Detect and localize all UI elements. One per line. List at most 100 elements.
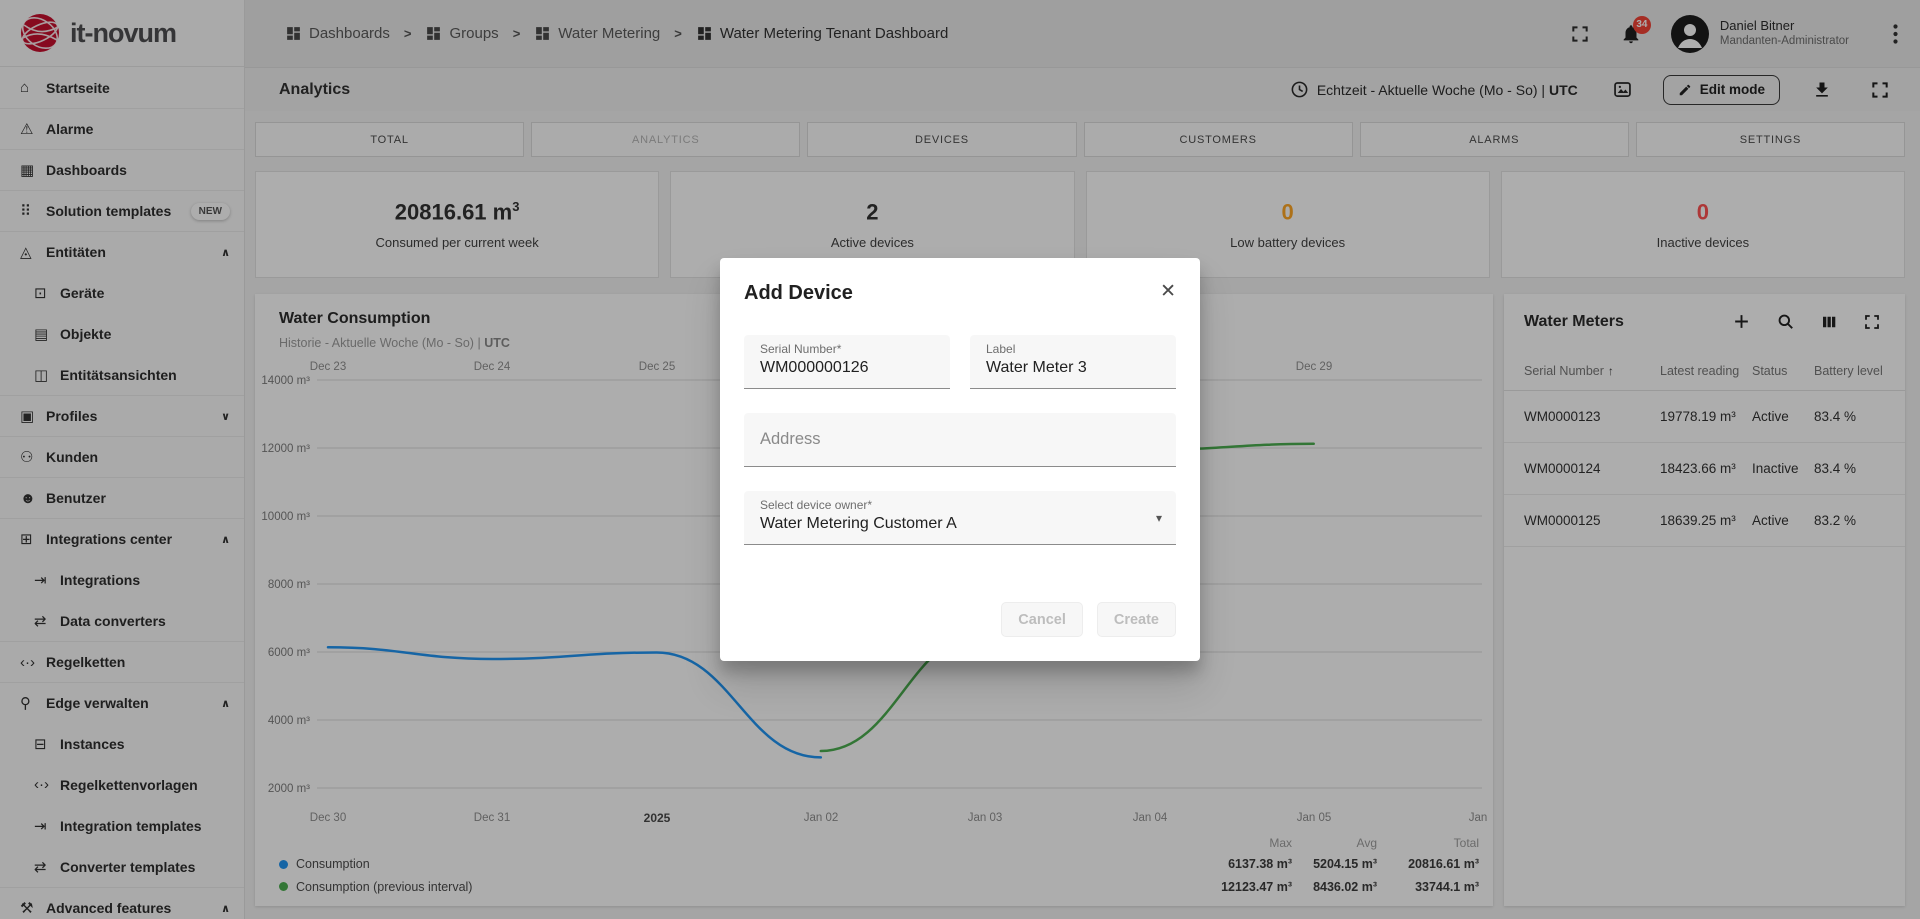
breadcrumb-tenant-dashboard[interactable]: Water Metering Tenant Dashboard xyxy=(696,25,948,42)
sidebar-item-regelketten[interactable]: ‹·› Regelketten xyxy=(0,641,244,682)
column-status[interactable]: Status xyxy=(1752,363,1788,378)
dashboard-icon xyxy=(287,27,300,40)
total-value: 20816.61 m³ xyxy=(1408,857,1479,871)
svg-text:Dec 31: Dec 31 xyxy=(474,812,510,824)
add-device-button[interactable] xyxy=(1728,308,1755,335)
device-owner-select[interactable]: Select device owner* Water Metering Cust… xyxy=(744,491,1176,545)
rule-chain-icon: ‹·› xyxy=(34,776,49,793)
close-button[interactable]: ✕ xyxy=(1160,282,1176,301)
apps-grid-icon: ⠿ xyxy=(20,203,31,220)
main-area: Dashboards > Groups > Water Metering > W… xyxy=(245,0,1920,919)
download-button[interactable] xyxy=(1808,76,1836,104)
search-icon xyxy=(1778,314,1793,329)
columns-button[interactable] xyxy=(1816,309,1842,335)
field-value: WM000000126 xyxy=(760,359,869,376)
svg-text:14000 m³: 14000 m³ xyxy=(261,375,310,387)
sidebar-item-converter-templates[interactable]: ⇄ Converter templates xyxy=(34,858,196,876)
tab-customers[interactable]: CUSTOMERS xyxy=(1083,122,1353,157)
legend-dot xyxy=(279,859,288,869)
more-menu-button[interactable] xyxy=(1889,20,1902,48)
dropdown-caret-icon: ▾ xyxy=(1155,511,1162,525)
sidebar-item-entitaeten[interactable]: ◬ Entitäten ∧ xyxy=(0,231,244,272)
logo[interactable]: it-novum xyxy=(0,0,244,67)
stat-col-avg: Avg xyxy=(1356,836,1377,850)
breadcrumb-water-metering[interactable]: Water Metering xyxy=(534,25,660,42)
legend-item-previous[interactable]: Consumption (previous interval) xyxy=(279,880,1197,894)
sidebar-item-edge-verwalten[interactable]: ⚲ Edge verwalten ∧ xyxy=(0,682,244,723)
column-serial-number[interactable]: Serial Number ↑ xyxy=(1524,363,1614,378)
table-row[interactable]: WM0000123 19778.19 m³ Active 83.4 % xyxy=(1504,391,1905,443)
new-badge: NEW xyxy=(190,202,230,220)
search-button[interactable] xyxy=(1772,308,1799,335)
sidebar-item-benutzer[interactable]: ☻ Benutzer xyxy=(0,477,244,518)
table-row[interactable]: WM0000124 18423.66 m³ Inactive 83.4 % xyxy=(1504,443,1905,495)
column-battery-level[interactable]: Battery level xyxy=(1814,363,1883,378)
stat-value: 2 xyxy=(866,199,879,225)
user-role: Mandanten-Administrator xyxy=(1719,35,1849,48)
sidebar-item-objekte[interactable]: ▤ Objekte xyxy=(34,325,112,343)
dialog-header: Add Device ✕ xyxy=(744,282,1176,305)
edge-icon: ⚲ xyxy=(20,695,31,712)
sidebar: it-novum ⌂ Startseite ⚠ Alarme ▦ Dashboards… xyxy=(0,0,245,919)
breadcrumb-groups[interactable]: Groups xyxy=(425,25,499,42)
chevron-up-icon: ∧ xyxy=(221,697,230,710)
svg-text:2025: 2025 xyxy=(644,811,671,825)
create-button[interactable]: Create xyxy=(1096,602,1176,637)
rule-chain-icon: ‹·› xyxy=(20,653,35,671)
svg-text:Jan: Jan xyxy=(1469,812,1488,824)
cancel-button[interactable]: Cancel xyxy=(1001,602,1083,637)
integrations-center-icon: ⊞ xyxy=(20,531,33,548)
label-input[interactable]: Label Water Meter 3 xyxy=(970,335,1176,389)
tab-settings[interactable]: SETTINGS xyxy=(1635,122,1906,157)
dialog-title: Add Device xyxy=(744,282,853,304)
widget-fullscreen-button[interactable] xyxy=(1859,309,1885,335)
it-novum-globe-icon xyxy=(21,14,59,52)
fullscreen-dashboard-button[interactable] xyxy=(1866,76,1894,104)
screenshot-button[interactable] xyxy=(1608,75,1637,104)
sidebar-item-dashboards[interactable]: ▦ Dashboards xyxy=(0,149,244,190)
serial-number-input[interactable]: Serial Number* WM000000126 xyxy=(744,335,950,389)
edit-mode-button[interactable]: Edit mode xyxy=(1662,74,1780,105)
sidebar-item-integrations-center[interactable]: ⊞ Integrations center ∧ xyxy=(0,518,244,559)
field-label: Serial Number* xyxy=(760,342,842,356)
sidebar-item-regelkettenvorlagen[interactable]: ‹·› Regelkettenvorlagen xyxy=(34,776,198,793)
sidebar-item-kunden[interactable]: ⚇ Kunden xyxy=(0,436,244,477)
table-row[interactable]: WM0000125 18639.25 m³ Active 83.2 % xyxy=(1504,495,1905,547)
sidebar-item-instances[interactable]: ⊟ Instances xyxy=(34,735,125,753)
entities-icon: ◬ xyxy=(20,244,32,261)
close-icon: ✕ xyxy=(1160,281,1176,302)
sidebar-item-alarme[interactable]: ⚠ Alarme xyxy=(0,108,244,149)
sidebar-item-integrations[interactable]: ⇥ Integrations xyxy=(34,571,141,589)
notifications-button[interactable]: 34 xyxy=(1620,15,1651,45)
water-meters-widget: Water Meters xyxy=(1504,294,1905,906)
timewindow-button[interactable]: Echtzeit - Aktuelle Woche (Mo - So) | UT… xyxy=(1290,80,1578,99)
breadcrumb-dashboards[interactable]: Dashboards xyxy=(285,25,390,42)
sidebar-item-profiles[interactable]: ▣ Profiles ∨ xyxy=(0,395,244,436)
tab-alarms[interactable]: ALARMS xyxy=(1359,122,1629,157)
tab-devices[interactable]: DEVICES xyxy=(807,122,1077,157)
sidebar-item-solution-templates[interactable]: ⠿ Solution templates NEW xyxy=(0,190,244,231)
svg-text:2000 m³: 2000 m³ xyxy=(268,783,310,795)
svg-text:Dec 30: Dec 30 xyxy=(310,812,346,824)
sidebar-item-data-converters[interactable]: ⇄ Data converters xyxy=(34,612,166,630)
fullscreen-button[interactable] xyxy=(1566,20,1594,48)
sidebar-item-integration-templates[interactable]: ⇥ Integration templates xyxy=(34,817,202,835)
svg-text:Dec 29: Dec 29 xyxy=(1296,361,1332,373)
entity-views-icon: ◫ xyxy=(34,366,49,384)
address-input[interactable]: Address xyxy=(744,413,1176,467)
sidebar-item-entitaetsansichten[interactable]: ◫ Entitätsansichten xyxy=(34,366,177,384)
clock-icon xyxy=(1291,81,1308,98)
sidebar-item-advanced-features[interactable]: ⚒ Advanced features ∧ xyxy=(0,887,244,919)
tab-analytics[interactable]: ANALYTICS xyxy=(531,122,801,157)
column-latest-reading[interactable]: Latest reading xyxy=(1660,363,1740,378)
legend-item-consumption[interactable]: Consumption xyxy=(279,857,1197,871)
tab-total[interactable]: TOTAL xyxy=(255,122,525,157)
water-meters-table: Serial Number ↑ Latest reading Status Bat… xyxy=(1504,351,1905,547)
avatar[interactable] xyxy=(1670,14,1710,54)
sidebar-item-startseite[interactable]: ⌂ Startseite xyxy=(20,79,110,96)
sidebar-item-geraete[interactable]: ⊡ Geräte xyxy=(34,284,105,302)
home-icon: ⌂ xyxy=(20,79,30,96)
assets-icon: ▤ xyxy=(34,325,49,343)
user-info[interactable]: Daniel Bitner Mandanten-Administrator xyxy=(1720,18,1849,49)
svg-text:Jan 05: Jan 05 xyxy=(1297,812,1332,824)
